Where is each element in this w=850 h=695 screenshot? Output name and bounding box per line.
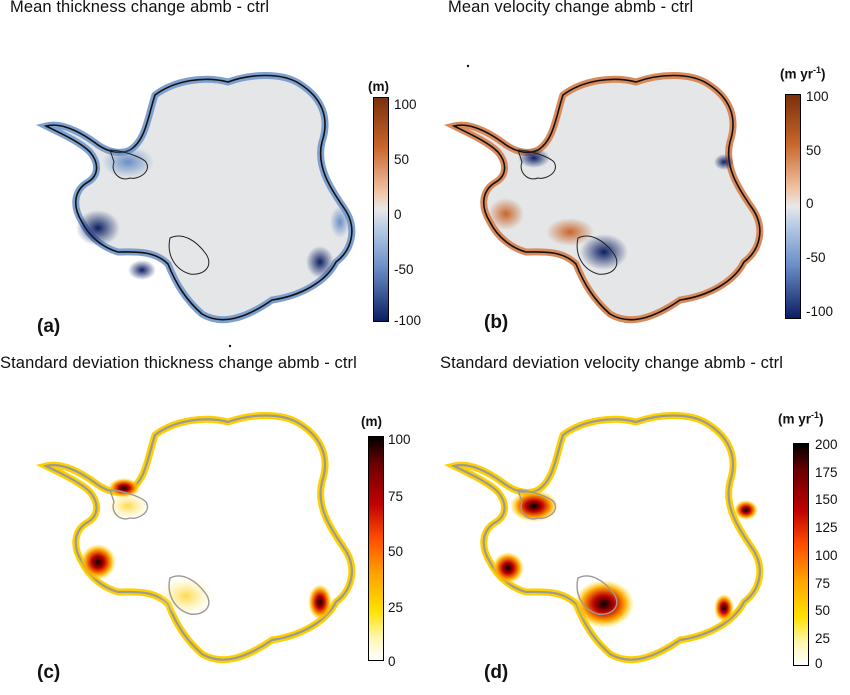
panel-d-tick: 175 [815,465,838,480]
panel-b-tick: 50 [806,143,822,158]
panel-d-tick: 100 [815,548,838,563]
panel-a-map [0,0,370,348]
panel-b-label: (b) [484,312,509,333]
panel-d-tick: 125 [815,520,838,535]
panel-d-tick: 150 [815,492,838,507]
panel-d-unit: (m yr-1) [778,410,824,427]
panel-d-title: Standard deviation velocity change abmb … [440,354,784,372]
panel-a-tick: -50 [394,262,414,277]
panel-b-unit: (m yr-1) [780,65,826,82]
panel-a-tick: 100 [394,97,417,112]
panel-d-label: (d) [484,662,509,683]
panel-b-tick: 0 [806,196,814,211]
panel-c-unit: (m) [361,414,382,429]
panel-c-tick: 0 [388,654,396,669]
panel-d-map [408,340,778,695]
panel-b-map [408,64,768,350]
panel-b-tick: -50 [806,250,826,265]
panel-d-tick: 75 [815,576,831,591]
panel-d-colorbar [793,443,809,666]
panel-c-tick: 75 [388,489,404,504]
panel-d-tick: 50 [815,603,831,618]
panel-c-tick: 50 [388,544,404,559]
panel-b-tick: -100 [806,304,834,319]
panel-a-label: (a) [37,316,61,337]
panel-a-tick: 0 [394,207,402,222]
panel-c-label: (c) [37,662,61,683]
panel-c-tick: 25 [388,600,404,615]
panel-a-colorbar [373,97,389,322]
panel-a-tick: 50 [394,152,410,167]
panel-d-tick: 200 [815,437,838,452]
panel-d-tick: 0 [815,656,823,671]
panel-c-tick: 100 [388,432,411,447]
panel-c-colorbar [368,436,384,661]
panel-a-unit: (m) [368,79,389,94]
panel-b-title: Mean velocity change abmb - ctrl [448,0,694,16]
panel-b-colorbar [785,94,801,319]
panel-c-title: Standard deviation thickness change abmb… [0,354,357,372]
panel-a-tick: -100 [394,313,422,328]
panel-a-title: Mean thickness change abmb - ctrl [10,0,270,16]
panel-b-tick: 100 [806,89,829,104]
panel-c-map [0,340,370,695]
panel-d-tick: 25 [815,631,831,646]
